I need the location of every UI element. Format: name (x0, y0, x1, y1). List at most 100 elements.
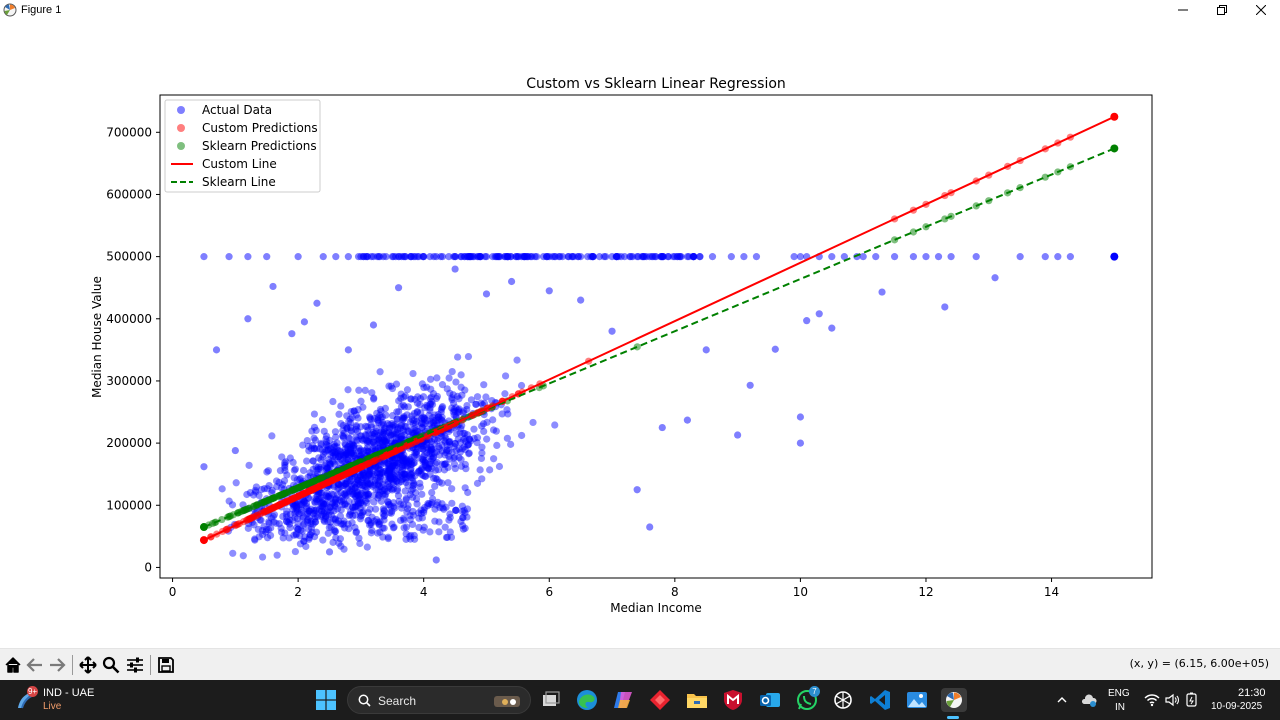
actual-data-point (418, 445, 427, 453)
actual-data-point (295, 510, 303, 518)
chatgpt-app[interactable] (831, 688, 855, 712)
search-icon (358, 694, 371, 707)
whatsapp-app[interactable] (795, 688, 819, 712)
actual-data-point (473, 434, 482, 442)
actual-data-point (341, 445, 349, 453)
actual-data-point (310, 423, 319, 431)
actual-data-point (319, 536, 327, 544)
actual-data-point (291, 513, 299, 522)
wifi-status[interactable] (1140, 688, 1164, 712)
actual-data-point (451, 464, 459, 473)
actual-data-point (362, 436, 371, 445)
actual-data-point (389, 478, 397, 486)
actual-data-point (341, 482, 349, 490)
matplotlib-figure-app[interactable] (941, 688, 967, 712)
actual-data-point (281, 463, 289, 472)
vscode-app[interactable] (868, 688, 892, 712)
actual-data-point (357, 452, 365, 460)
actual-data-point (322, 513, 330, 521)
actual-data-point (478, 422, 486, 430)
actual-data-point (445, 438, 453, 446)
file-explorer-app[interactable] (685, 688, 709, 712)
actual-data-point (608, 327, 616, 335)
show-hidden-icons-button[interactable] (1050, 688, 1074, 712)
actual-data-point (356, 452, 364, 460)
actual-data-point-capped (263, 253, 271, 261)
clock-time[interactable]: 21:30 (1238, 687, 1266, 699)
battery-status[interactable] (1180, 688, 1204, 712)
actual-data-point (431, 505, 439, 513)
actual-data-point (310, 506, 318, 515)
actual-data-point (376, 411, 384, 419)
actual-data-point (356, 481, 364, 489)
actual-data-point (464, 441, 472, 449)
actual-data-point (312, 528, 321, 536)
copilot-app[interactable] (611, 688, 635, 712)
actual-data-point (354, 500, 363, 508)
actual-data-point (350, 490, 358, 498)
minimize-button[interactable] (1163, 0, 1202, 20)
actual-data-point (443, 441, 451, 450)
actual-data-point (450, 411, 458, 419)
actual-data-point (428, 464, 436, 473)
actual-data-point (423, 403, 432, 411)
zoom-button[interactable] (100, 654, 122, 676)
legend-marker-sklearn (177, 142, 185, 150)
actual-data-point (340, 490, 348, 498)
maximize-button[interactable] (1202, 0, 1241, 20)
actual-data-point (423, 449, 431, 457)
taskbar-search[interactable]: Search (347, 686, 531, 714)
start-button[interactable] (314, 688, 338, 712)
onedrive-tray[interactable] (1077, 688, 1101, 712)
actual-data-point (318, 496, 327, 505)
actual-data-point (354, 476, 362, 484)
actual-data-point-capped (600, 253, 608, 261)
actual-data-point (458, 507, 466, 516)
edge-app[interactable] (575, 688, 599, 712)
actual-data-point (318, 416, 327, 424)
pan-button[interactable] (77, 654, 99, 676)
actual-data-point (310, 444, 319, 452)
mcafee-app[interactable] (721, 688, 745, 712)
actual-data-point (404, 481, 412, 490)
sklearn-prediction-endpoint (1110, 144, 1119, 153)
actual-data-point (278, 453, 286, 461)
actual-data-point (266, 531, 275, 540)
actual-data-point (344, 434, 353, 442)
outlook-app[interactable] (758, 688, 782, 712)
actual-data-point (396, 473, 404, 481)
input-language[interactable]: ENG (1108, 688, 1130, 699)
back-button[interactable] (24, 654, 46, 676)
actual-data-point (344, 485, 352, 493)
actual-data-point (357, 512, 365, 520)
pinned-app-red[interactable] (648, 688, 672, 712)
actual-data-point (311, 494, 319, 502)
x-tick-label: 8 (671, 585, 679, 599)
y-tick-label: 500000 (106, 250, 152, 264)
actual-data-point (420, 415, 428, 424)
actual-data-point (400, 470, 408, 478)
actual-data-point (364, 494, 372, 503)
actual-data-point (397, 433, 405, 441)
arrow-right-icon (50, 658, 66, 672)
actual-data-point (377, 414, 385, 422)
actual-data-point (369, 438, 377, 446)
save-figure-button[interactable] (155, 654, 177, 676)
home-button[interactable] (2, 654, 24, 676)
actual-data-point (399, 414, 408, 422)
actual-data-point (412, 427, 421, 435)
configure-subplots-button[interactable] (124, 654, 146, 676)
actual-data-point (438, 460, 446, 468)
task-view-button[interactable] (539, 688, 563, 712)
actual-data-point (366, 414, 374, 422)
actual-data-point (332, 534, 340, 542)
actual-data-point (312, 463, 320, 471)
close-button[interactable] (1241, 0, 1280, 20)
actual-data-point (346, 477, 354, 485)
forward-button[interactable] (46, 654, 68, 676)
actual-data-point (289, 516, 297, 524)
volume-status[interactable] (1160, 688, 1184, 712)
actual-data-point (381, 459, 389, 468)
photos-app[interactable] (905, 688, 929, 712)
